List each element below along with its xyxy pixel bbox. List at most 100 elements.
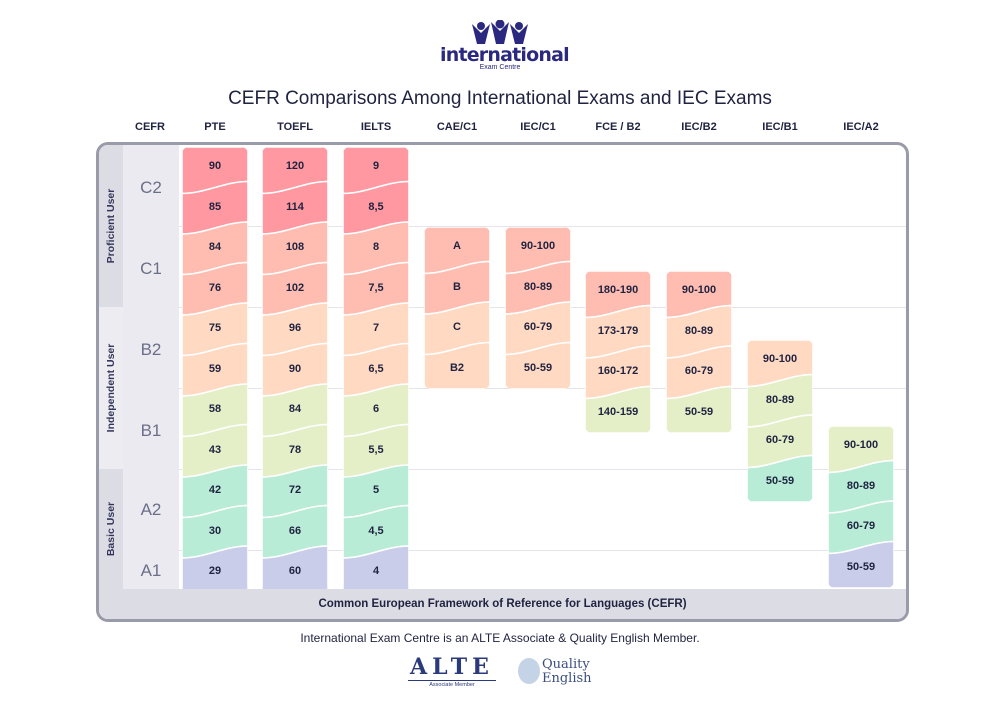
exam-column: 90 85 84 76 75 59 58 43 42 30 29	[182, 147, 248, 593]
score-label: 90	[208, 160, 222, 173]
score-label: 50-59	[684, 405, 714, 418]
score-label: 6	[372, 403, 380, 416]
column-header: TOEFL	[277, 121, 313, 133]
exam-column-svg	[828, 426, 894, 588]
score-band	[747, 454, 813, 502]
membership-note: International Exam Centre is an ALTE Ass…	[300, 631, 700, 645]
score-label: 5	[372, 484, 380, 497]
score-label: 90-100	[520, 240, 556, 253]
divider	[408, 680, 496, 681]
cefr-header: CEFR	[135, 121, 165, 133]
score-label: 90-100	[681, 284, 717, 297]
exam-column-svg	[666, 271, 732, 433]
score-label: 43	[208, 443, 222, 456]
score-band	[585, 385, 651, 433]
score-label: 6,5	[368, 362, 384, 375]
column-header: PTE	[204, 121, 226, 133]
level-label: A2	[140, 500, 162, 519]
user-group-label: Basic User	[105, 501, 117, 557]
score-label: 72	[288, 484, 302, 497]
score-label: 160-172	[597, 365, 639, 378]
quality-english-icon	[518, 658, 540, 684]
score-label: 180-190	[597, 284, 639, 297]
score-label: 8,5	[368, 200, 384, 213]
score-label: 102	[285, 281, 305, 294]
quality-english-wordmark: Quality English	[542, 658, 592, 686]
score-label: 60-79	[846, 520, 876, 533]
score-label: B2	[449, 361, 465, 374]
score-label: 84	[208, 241, 222, 254]
score-band	[343, 545, 409, 593]
exam-column-svg	[585, 271, 651, 433]
score-label: 85	[208, 200, 222, 213]
user-group-proficient: Proficient User	[99, 145, 123, 307]
score-label: 5,5	[368, 443, 384, 456]
level-label: B1	[140, 421, 162, 440]
cefr-level-column: C2 C1 B2 B1 A2 A1	[123, 145, 179, 589]
score-band	[182, 545, 248, 593]
level-label: B2	[140, 340, 162, 359]
score-label: 108	[285, 241, 305, 254]
score-label: 66	[288, 524, 302, 537]
column-header: IEC/B2	[681, 121, 717, 133]
score-band	[424, 341, 490, 389]
level-label: C2	[140, 178, 162, 197]
exam-column-svg	[343, 147, 409, 593]
gridline	[179, 469, 906, 470]
score-label: 8	[372, 241, 380, 254]
level-label: A1	[140, 561, 162, 580]
score-label: B	[453, 280, 461, 293]
score-label: 50-59	[523, 361, 553, 374]
score-label: 80-89	[684, 324, 714, 337]
alte-logo: ALTE Associate Member	[408, 656, 496, 688]
logo-subtitle: Exam Centre	[479, 64, 521, 71]
score-label: 29	[208, 565, 222, 578]
score-label: 173-179	[597, 324, 639, 337]
exam-column: 90-100 80-89 60-79 50-59	[666, 271, 732, 433]
column-header: CAE/C1	[436, 121, 478, 133]
score-label: 60-79	[765, 434, 795, 447]
score-label: 90-100	[762, 353, 798, 366]
gridline	[179, 550, 906, 551]
quality-english-line2: English	[542, 671, 592, 686]
score-band	[505, 341, 571, 389]
exam-column-svg	[747, 340, 813, 502]
exam-column: 90-100 80-89 60-79 50-59	[747, 340, 813, 502]
quality-english-line1: Quality	[542, 657, 590, 672]
logo: international Exam Centre	[440, 20, 570, 76]
column-header: IELTS	[360, 121, 392, 133]
people-icon	[472, 20, 528, 44]
score-label: 9	[372, 160, 380, 173]
exam-column: 9 8,5 8 7,5 7 6,5 6 5,5 5 4,5 4	[343, 147, 409, 593]
level-label: C1	[140, 259, 162, 278]
score-label: 90-100	[843, 439, 879, 452]
score-label: 80-89	[523, 280, 553, 293]
score-label: 7	[372, 322, 380, 335]
score-band	[262, 545, 328, 593]
column-header: IEC/A2	[843, 121, 879, 133]
alte-wordmark: ALTE	[410, 654, 494, 680]
user-group-independent: Independent User	[99, 307, 123, 469]
score-label: 60-79	[684, 365, 714, 378]
score-label: 90	[288, 362, 302, 375]
score-band	[828, 540, 894, 588]
score-label: 4	[372, 565, 380, 578]
user-group-basic: Basic User	[99, 469, 123, 589]
exam-column: 180-190 173-179 160-172 140-159	[585, 271, 651, 433]
score-band	[666, 385, 732, 433]
score-label: 4,5	[368, 524, 384, 537]
score-label: 75	[208, 322, 222, 335]
exam-column-svg	[424, 227, 490, 389]
score-label: 58	[208, 403, 222, 416]
score-label: 140-159	[597, 405, 639, 418]
exam-column-svg	[182, 147, 248, 593]
user-group-label: Independent User	[105, 343, 117, 433]
column-header: IEC/C1	[520, 121, 556, 133]
score-label: 80-89	[846, 479, 876, 492]
alte-subtitle: Associate Member	[429, 682, 475, 688]
exam-column: 90-100 80-89 60-79 50-59	[505, 227, 571, 389]
score-label: 50-59	[765, 474, 795, 487]
exam-column-svg	[505, 227, 571, 389]
quality-english-logo: Quality English	[518, 658, 598, 688]
score-label: 59	[208, 362, 222, 375]
